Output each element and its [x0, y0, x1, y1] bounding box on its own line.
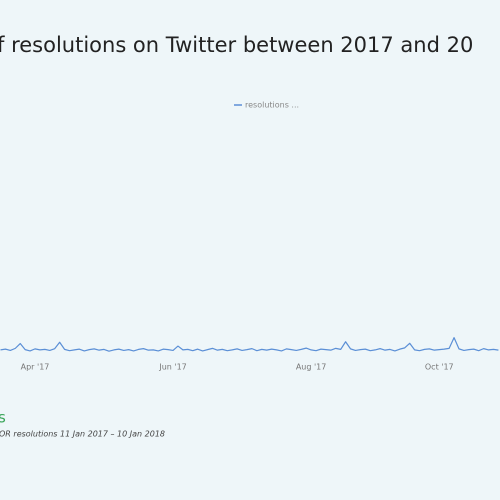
x-tick-label: Oct '17 [425, 363, 454, 372]
footer-title: s [0, 409, 6, 427]
series-line [0, 337, 499, 352]
legend-label: resolutions ... [245, 101, 299, 110]
x-tick-label: Jun '17 [158, 363, 186, 372]
footer-caption: OR resolutions 11 Jan 2017 – 10 Jan 2018 [0, 430, 165, 439]
x-tick-label: Aug '17 [296, 363, 327, 372]
chart-title: f resolutions on Twitter between 2017 an… [0, 33, 473, 57]
x-tick-label: Apr '17 [21, 363, 50, 372]
